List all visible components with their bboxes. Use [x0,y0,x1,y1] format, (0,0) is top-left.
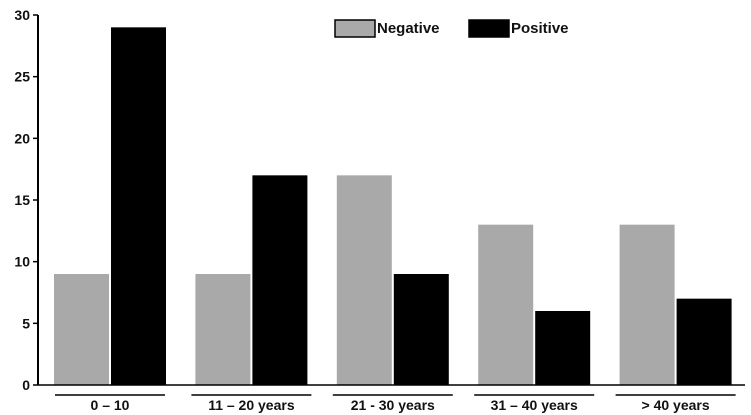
bar-negative-4 [619,224,675,385]
y-tick-label: 25 [14,69,30,85]
y-tick-label: 15 [14,192,30,208]
x-category-label: 31 – 40 years [491,397,578,413]
x-category-label: 0 – 10 [91,397,130,413]
y-tick-label: 10 [14,254,30,270]
bar-positive-1 [252,175,308,385]
bar-positive-4 [676,298,732,385]
bar-negative-1 [195,274,251,385]
bar-positive-0 [111,27,166,385]
legend: Negative Positive [334,19,569,38]
bar-positive-3 [535,311,591,385]
bar-negative-3 [478,224,534,385]
bars [54,27,732,385]
legend-swatch-negative [334,19,376,38]
x-axis: 0 – 10 11 – 20 years 21 - 30 years 31 – 40 … [38,384,745,413]
legend-swatch-positive [468,19,510,38]
y-axis: 0 5 10 15 20 25 30 [14,7,39,393]
legend-label-positive: Positive [511,20,569,37]
legend-label-negative: Negative [377,20,440,37]
bar-negative-2 [336,175,392,385]
x-category-label: 21 - 30 years [351,397,435,413]
y-tick-label: 30 [14,7,30,23]
x-category-label: 11 – 20 years [208,397,295,413]
bar-negative-0 [54,274,109,385]
bar-positive-2 [393,274,449,385]
y-tick-label: 0 [22,377,30,393]
y-tick-label: 20 [14,130,30,146]
x-category-label: > 40 years [642,397,710,413]
y-tick-label: 5 [22,315,30,331]
